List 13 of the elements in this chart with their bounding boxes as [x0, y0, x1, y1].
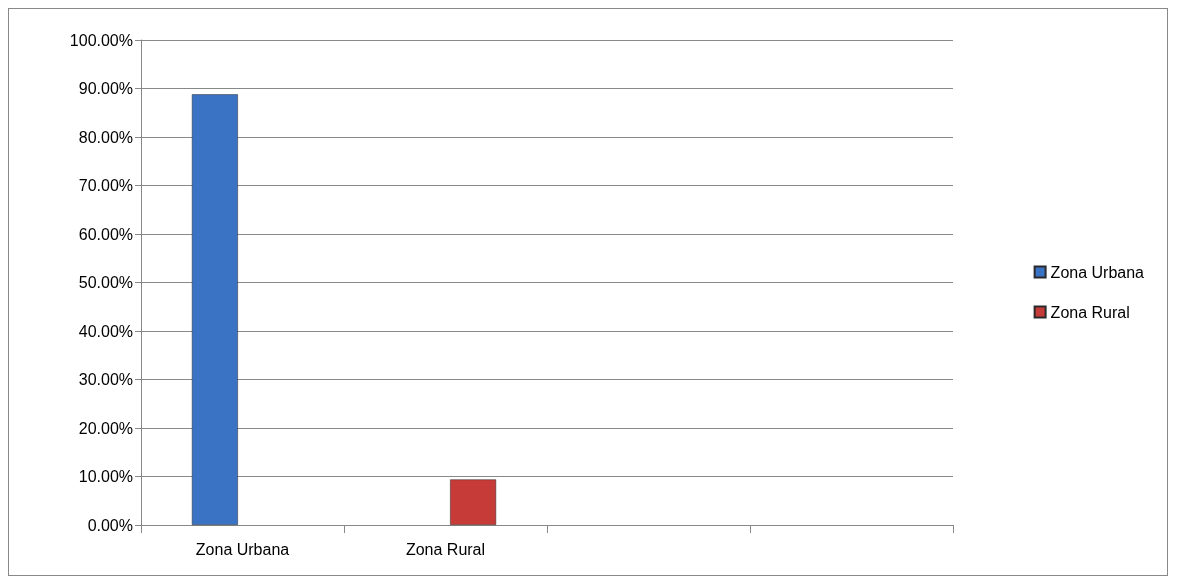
y-tick-label: 90.00% [78, 80, 133, 97]
legend-label: Zona Rural [1050, 303, 1130, 321]
legend-label: Zona Urbana [1050, 263, 1145, 281]
y-tick-label: 30.00% [78, 371, 133, 388]
y-tick-label: 10.00% [78, 468, 133, 485]
y-tick-label: 0.00% [87, 516, 133, 534]
y-tick-label: 50.00% [78, 274, 133, 291]
y-tick-label: 60.00% [78, 225, 133, 243]
y-tick-label: 100.00% [69, 31, 133, 49]
y-tick-label: 70.00% [78, 177, 133, 194]
y-tick-label: 80.00% [78, 128, 133, 146]
y-tick-label: 20.00% [78, 419, 133, 437]
y-tick-label: 40.00% [78, 322, 133, 340]
